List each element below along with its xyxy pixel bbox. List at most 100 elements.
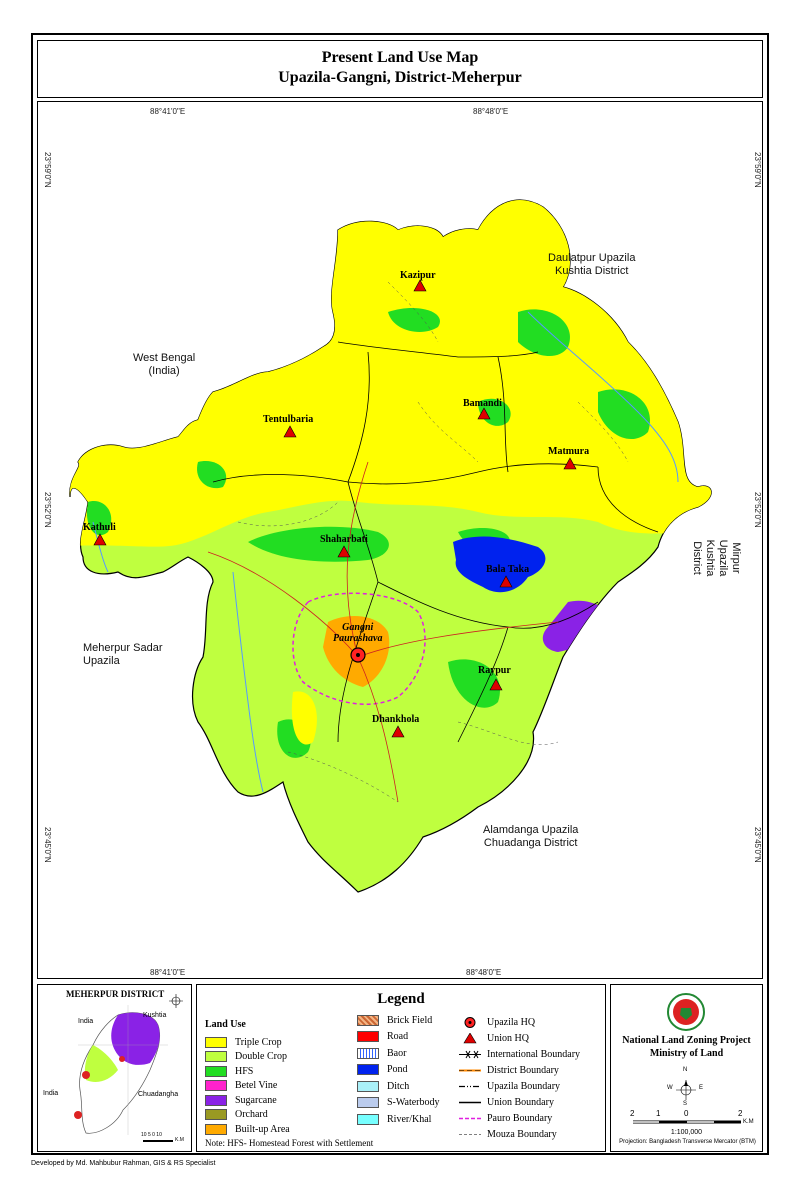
legend-item-water: Brick Field: [357, 1013, 432, 1027]
lat-bottom-left: 23°45'0"N: [43, 827, 52, 863]
inset-compass-icon: [169, 994, 183, 1008]
legend-swatch: [205, 1109, 227, 1120]
legend-label: Upazila HQ: [487, 1016, 536, 1028]
map-canvas: [69, 199, 712, 893]
upazila-hq-icon: [459, 1016, 481, 1028]
scale-tick-0: 2: [630, 1109, 635, 1118]
legend-label: Double Crop: [235, 1051, 287, 1062]
legend-label: Union HQ: [487, 1032, 529, 1044]
legend-item-symbol: International Boundary: [459, 1047, 580, 1061]
organization-box: National Land Zoning Project Ministry of…: [610, 984, 763, 1152]
legend-item-water: Pond: [357, 1063, 408, 1077]
lat-mid-left: 23°52'0"N: [43, 492, 52, 528]
map-title: Present Land Use Map: [321, 49, 479, 66]
union-label-shaharbati: Shaharbati: [320, 534, 368, 545]
legend-swatch: [205, 1036, 227, 1048]
compass-n: N: [683, 1067, 688, 1073]
legend-label: Union Boundary: [487, 1096, 554, 1108]
union-label-raypur: Raypur: [478, 665, 511, 676]
lon-top-left: 88°41'0"E: [150, 107, 186, 116]
label-pourashava: Gangni Paurashava: [333, 622, 383, 644]
legend-item-symbol: Union Boundary: [459, 1095, 554, 1109]
scale-unit: K.M: [743, 1119, 754, 1125]
title-box: Present Land Use Map Upazila-Gangni, Dis…: [37, 40, 763, 98]
legend-label: Upazila Boundary: [487, 1080, 561, 1092]
legend-item-symbol: Pauro Boundary: [459, 1111, 552, 1125]
govt-seal-icon: [667, 993, 705, 1031]
union-label-bala-taka: Bala Taka: [486, 564, 530, 575]
legend-swatch: [205, 1094, 227, 1106]
legend-item-land-use: Double Crop: [205, 1050, 287, 1064]
inset-label-chuadanga: Chuadangha: [138, 1091, 179, 1098]
compass-s: S: [683, 1101, 688, 1107]
credit: Developed by Md. Mahbubur Rahman, GIS & …: [31, 1160, 216, 1167]
map-panel[interactable]: 88°41'0"E 88°48'0"E 88°41'0"E 88°48'0"E …: [37, 101, 763, 979]
legend-item-water: River/Khal: [357, 1112, 431, 1126]
legend-item-land-use: Orchard: [205, 1108, 268, 1122]
union-label-matmura: Matmura: [548, 446, 590, 457]
legend-label: Orchard: [235, 1109, 268, 1120]
legend-swatch: [357, 1097, 379, 1108]
legend-item-water: Ditch: [357, 1079, 409, 1093]
map-frame: [31, 33, 769, 1155]
legend-item-symbol: Mouza Boundary: [459, 1127, 557, 1141]
inset-label-kushtia: Kushtia: [143, 1012, 167, 1019]
union-label-tentulbaria: Tentulbaria: [263, 414, 314, 425]
legend-label: Betel Vine: [235, 1080, 278, 1091]
lat-top-left: 23°59'0"N: [43, 152, 52, 188]
legend-label: International Boundary: [487, 1048, 581, 1060]
legend-swatch: [357, 1064, 379, 1075]
legend-swatch: [205, 1080, 227, 1091]
org-canvas: [633, 993, 741, 1124]
inset-canvas: [74, 994, 183, 1142]
union-label-dhankhola: Dhankhola: [372, 714, 420, 725]
legend-label: Pond: [387, 1064, 408, 1075]
legend-label: Baor: [387, 1047, 407, 1059]
lon-bottom-left: 88°41'0"E: [150, 968, 186, 977]
compass-icon: [676, 1080, 696, 1100]
scale-tick-2: 0: [684, 1109, 689, 1118]
legend: Legend Land Use Note: HFS- Homestead For…: [196, 984, 606, 1152]
upazila-boundary-icon: [459, 1081, 481, 1092]
legend-label: S-Waterbody: [387, 1097, 440, 1108]
legend-title: Legend: [377, 991, 425, 1007]
inset-map: MEHERPUR DISTRICT India Kushtia India Ch…: [37, 984, 192, 1152]
international-boundary-icon: [459, 1049, 481, 1060]
compass-w: W: [667, 1085, 673, 1091]
inset-scale-unit: K.M: [175, 1137, 184, 1143]
scale-tick-3: 2: [738, 1109, 743, 1118]
legend-item-symbol: Union HQ: [459, 1031, 529, 1045]
label-mirpur: Mirpur Upazila Kushtia District: [691, 539, 742, 577]
legend-item-water: S-Waterbody: [357, 1096, 440, 1110]
lat-mid-right: 23°52'0"N: [753, 492, 762, 528]
scale-tick-1: 1: [656, 1109, 661, 1118]
union-hq-icon: [459, 1032, 481, 1044]
legend-item-water: Baor: [357, 1046, 406, 1060]
legend-label: Pauro Boundary: [487, 1112, 553, 1124]
legend-label: Built-up Area: [235, 1123, 290, 1135]
legend-label: Triple Crop: [235, 1036, 282, 1048]
inset-title: MEHERPUR DISTRICT: [66, 989, 165, 999]
land-use-heading: Land Use: [205, 1019, 246, 1030]
lat-bottom-right: 23°45'0"N: [753, 827, 762, 863]
compass-e: E: [699, 1085, 704, 1091]
legend-item-land-use: Betel Vine: [205, 1079, 277, 1093]
legend-label: Brick Field: [387, 1014, 433, 1026]
union-boundary-icon: [459, 1097, 481, 1108]
legend-label: Road: [387, 1031, 409, 1042]
legend-label: District Boundary: [487, 1064, 559, 1076]
projection: Projection: Bangladesh Transverse Mercat…: [619, 1139, 756, 1145]
org-project: National Land Zoning Project: [622, 1035, 751, 1046]
legend-label: Ditch: [387, 1080, 410, 1092]
union-label-kazipur: Kazipur: [400, 270, 436, 281]
legend-label: Mouza Boundary: [487, 1128, 557, 1140]
legend-swatch: [357, 1047, 379, 1059]
legend-swatch: [205, 1051, 227, 1062]
legend-swatch: [205, 1065, 227, 1077]
label-west-bengal: West Bengal (India): [133, 352, 196, 377]
legend-item-water: Road: [357, 1030, 408, 1044]
legend-item-symbol: District Boundary: [459, 1063, 559, 1077]
legend-item-symbol: Upazila HQ: [459, 1015, 535, 1029]
legend-item-land-use: Sugarcane: [205, 1093, 277, 1107]
map-subtitle: Upazila-Gangni, District-Meherpur: [278, 69, 522, 86]
